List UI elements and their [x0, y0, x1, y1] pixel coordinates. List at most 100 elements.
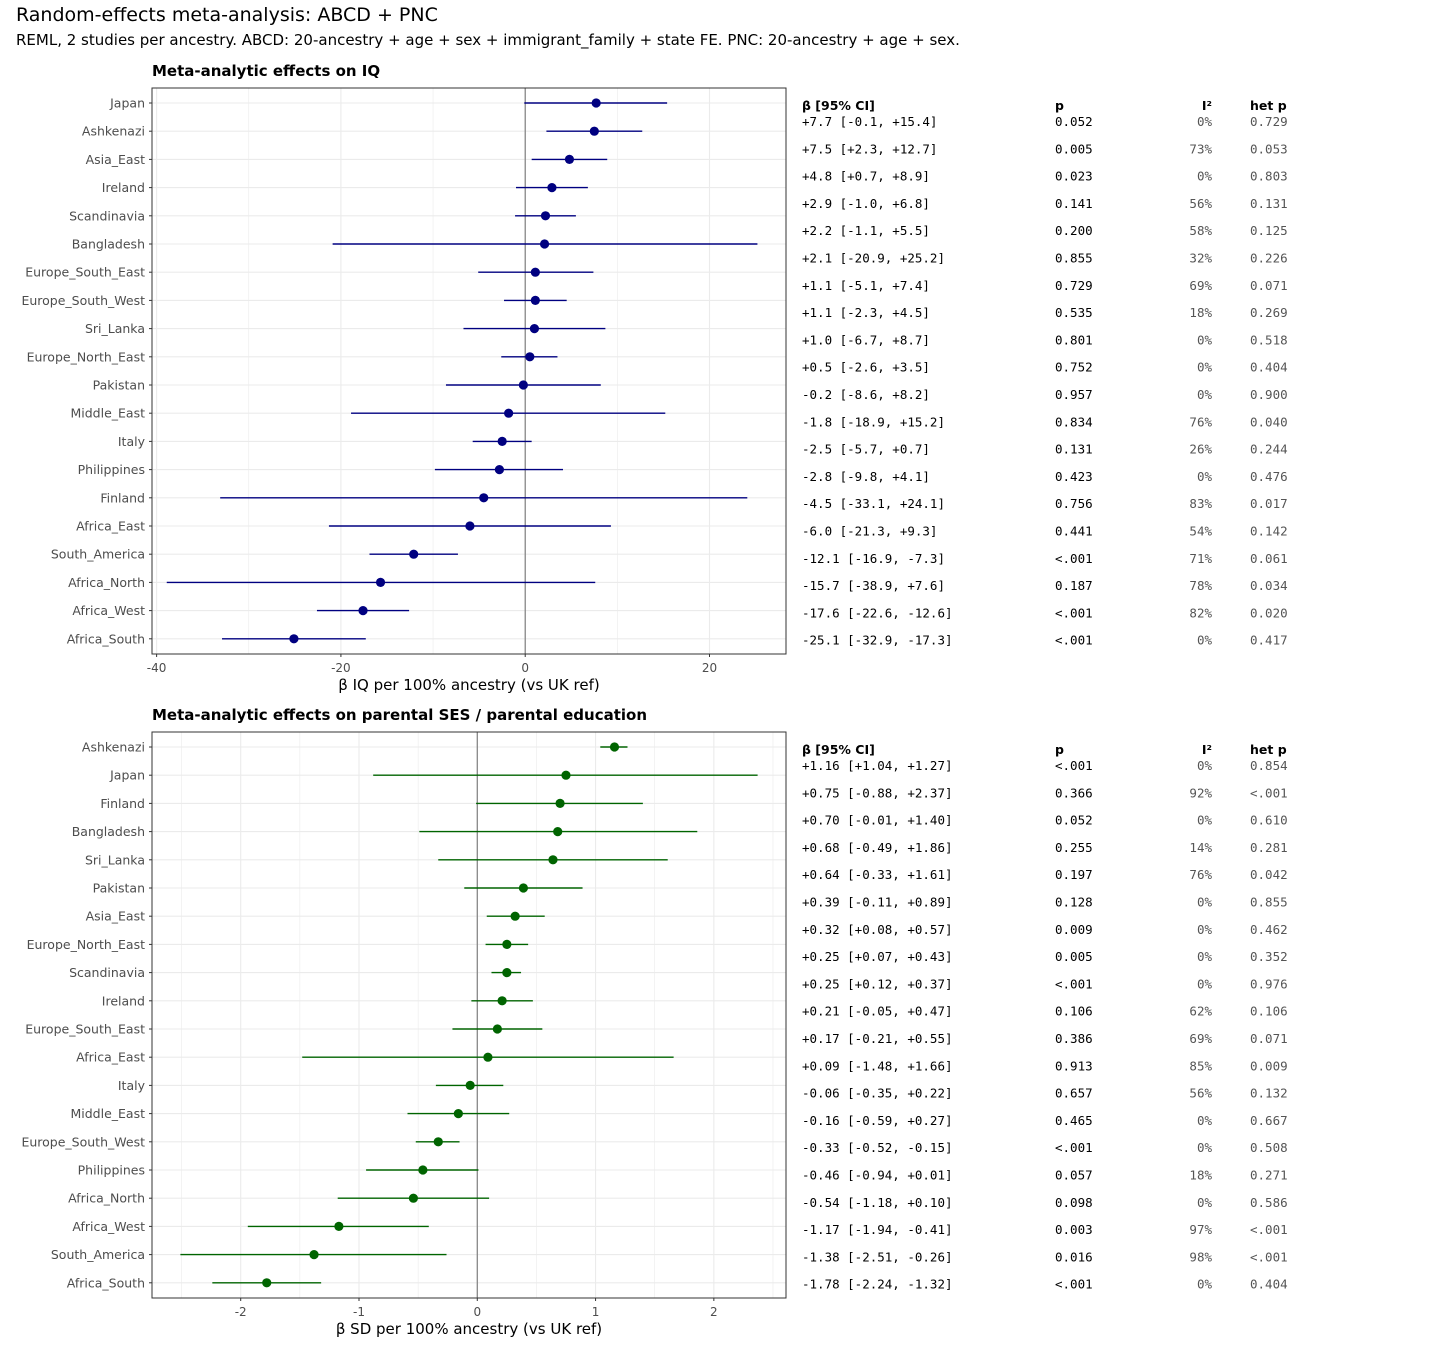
point-estimate — [453, 1109, 463, 1119]
table-het-p: 0.976 — [1250, 976, 1288, 991]
category-label: Europe_South_West — [21, 293, 145, 308]
x-tick-label: 2 — [710, 1305, 718, 1319]
table-i2: 0% — [1197, 387, 1213, 402]
table-het-p: 0.854 — [1250, 758, 1288, 773]
table-het-p: 0.404 — [1250, 1277, 1288, 1292]
category-label: Japan — [109, 768, 145, 783]
x-tick-label: 0 — [473, 1305, 481, 1319]
table-p-value: <.001 — [1055, 976, 1093, 991]
table-p-value: 0.005 — [1055, 949, 1093, 964]
table-het-p: 0.020 — [1250, 605, 1288, 620]
table-header-hetp: het p — [1250, 742, 1287, 757]
point-estimate — [502, 939, 512, 950]
x-tick-label: -20 — [331, 661, 351, 675]
table-het-p: 0.462 — [1250, 922, 1288, 937]
x-tick-label: 1 — [592, 1305, 600, 1319]
table-p-value: 0.052 — [1055, 813, 1093, 828]
category-label: Philippines — [78, 1163, 145, 1178]
table-beta-ci: -25.1 [-32.9, -17.3] — [802, 633, 953, 648]
table-beta-ci: +0.25 [+0.07, +0.43] — [802, 949, 953, 964]
figure-subtitle: REML, 2 studies per ancestry. ABCD: 20-a… — [16, 31, 960, 49]
table-i2: 0% — [1197, 1277, 1213, 1292]
point-estimate — [540, 211, 551, 221]
table-p-value: <.001 — [1055, 758, 1093, 773]
table-p-value: 0.197 — [1055, 867, 1093, 882]
table-beta-ci: +2.1 [-20.9, +25.2] — [802, 251, 945, 266]
table-beta-ci: +0.09 [-1.48, +1.66] — [802, 1058, 953, 1073]
point-estimate — [465, 521, 475, 531]
panel-border — [151, 87, 787, 655]
table-het-p: 0.034 — [1250, 578, 1288, 593]
category-label: Africa_North — [68, 1191, 145, 1206]
category-label: Middle_East — [70, 406, 145, 421]
table-het-p: 0.053 — [1250, 141, 1288, 156]
table-het-p: 0.667 — [1250, 1113, 1288, 1128]
category-label: Africa_North — [68, 575, 145, 590]
table-header-i2: I² — [1202, 98, 1212, 113]
panel-background — [152, 732, 786, 1298]
category-label: Asia_East — [86, 909, 146, 924]
table-het-p: <.001 — [1250, 785, 1288, 800]
table-p-value: 0.729 — [1055, 278, 1093, 293]
table-i2: 85% — [1189, 1058, 1212, 1073]
category-label: Philippines — [78, 462, 145, 477]
iq-forest-plot: Meta-analytic effects on IQ Japan Ashkenaz… — [21, 62, 1288, 694]
table-i2: 83% — [1189, 496, 1212, 511]
table-i2: 0% — [1197, 813, 1213, 828]
point-estimate — [262, 1278, 272, 1288]
table-beta-ci: -0.33 [-0.52, -0.15] — [802, 1140, 953, 1155]
table-het-p: 0.404 — [1250, 360, 1288, 375]
table-p-value: 0.535 — [1055, 305, 1093, 320]
category-label: Europe_South_West — [21, 1134, 145, 1149]
point-estimate — [589, 126, 599, 136]
table-het-p: 0.417 — [1250, 633, 1288, 648]
x-tick-label: 20 — [702, 661, 717, 675]
category-label: Scandinavia — [69, 208, 145, 223]
point-estimate — [548, 855, 558, 865]
table-header-beta: β [95% CI] — [802, 98, 875, 113]
table-beta-ci: +0.39 [-0.11, +0.89] — [802, 895, 953, 910]
table-i2: 0% — [1197, 976, 1213, 991]
table-het-p: 0.061 — [1250, 551, 1288, 566]
point-estimate — [492, 1024, 502, 1034]
x-tick-label: -1 — [353, 1305, 365, 1319]
table-p-value: 0.423 — [1055, 469, 1093, 484]
table-i2: 18% — [1189, 305, 1212, 320]
category-label: Africa_East — [76, 519, 145, 534]
table-het-p: 0.476 — [1250, 469, 1288, 484]
table-p-value: 0.855 — [1055, 251, 1093, 266]
table-p-value: 0.801 — [1055, 332, 1093, 347]
point-estimate — [591, 98, 601, 108]
point-estimate — [494, 465, 505, 475]
table-i2: 78% — [1189, 578, 1212, 593]
table-het-p: 0.729 — [1250, 114, 1288, 129]
table-p-value: <.001 — [1055, 1140, 1093, 1155]
table-beta-ci: -0.2 [-8.6, +8.2] — [802, 387, 930, 402]
category-label: Finland — [100, 490, 145, 505]
table-i2: 32% — [1189, 251, 1212, 266]
table-beta-ci: -1.8 [-18.9, +15.2] — [802, 414, 945, 429]
category-label: Bangladesh — [72, 824, 145, 839]
table-p-value: 0.023 — [1055, 169, 1093, 184]
category-label: Italy — [118, 1078, 146, 1093]
point-estimate — [433, 1137, 443, 1147]
table-p-value: 0.098 — [1055, 1195, 1093, 1210]
category-label: Finland — [100, 796, 145, 811]
table-beta-ci: +0.68 [-0.49, +1.86] — [802, 840, 953, 855]
table-p-value: <.001 — [1055, 551, 1093, 566]
table-i2: 54% — [1189, 524, 1212, 539]
category-label: Africa_West — [72, 1219, 145, 1234]
category-label: Sri_Lanka — [85, 321, 145, 336]
point-estimate — [564, 154, 575, 164]
category-label: Middle_East — [70, 1106, 145, 1121]
table-p-value: 0.752 — [1055, 360, 1093, 375]
table-het-p: 0.518 — [1250, 332, 1288, 347]
point-estimate — [497, 436, 507, 446]
category-label: South_America — [51, 1247, 145, 1262]
table-beta-ci: +0.32 [+0.08, +0.57] — [802, 922, 953, 937]
table-het-p: 0.586 — [1250, 1195, 1288, 1210]
table-beta-ci: +0.21 [-0.05, +0.47] — [802, 1004, 953, 1019]
table-beta-ci: +7.7 [-0.1, +15.4] — [802, 114, 937, 129]
table-i2: 58% — [1189, 223, 1212, 238]
category-label: Ireland — [102, 180, 145, 195]
